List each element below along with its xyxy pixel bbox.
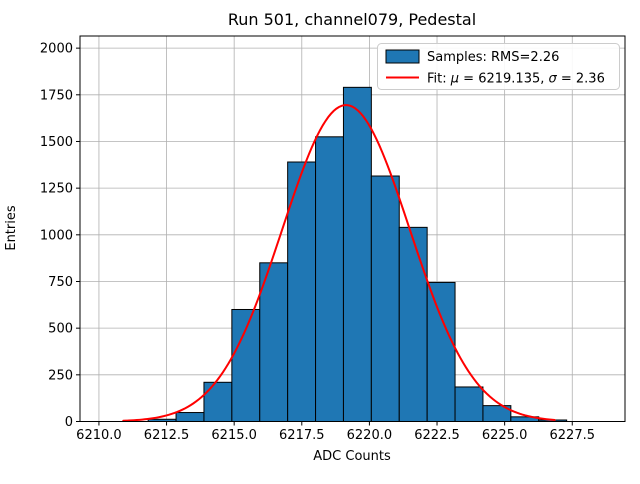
legend-fit-label-part: = 6219.135, [459,72,548,87]
legend-fit-label: Fit: μ = 6219.135, σ = 2.36 [427,72,605,87]
y-tick-label: 1750 [40,88,73,103]
histogram-bar [203,381,233,422]
legend-box [377,43,620,90]
y-tick-label: 250 [48,368,73,383]
y-tick-label: 1000 [40,228,73,243]
histogram-bar [454,386,484,423]
x-axis-label: ADC Counts [313,449,391,464]
y-tick-label: 750 [48,275,73,290]
legend-fit-label-part: Fit: [427,72,451,87]
histogram-bar [398,226,428,422]
x-axis-tick-labels: 6210.0 6212.5 6215.0 6217.5 6220.0 6222.5 6225… [76,428,595,443]
plot-border [79,35,626,422]
x-tick-label: 6227.5 [550,428,596,443]
legend: Samples: RMS=2.26 Fit: μ = 6219.135, σ =… [377,43,620,90]
legend-fit-mu-symbol: μ [450,72,459,87]
legend-samples-label: Samples: RMS=2.26 [427,50,559,65]
y-axis-label: Entries [4,205,19,251]
y-tick-label: 1250 [40,182,73,197]
x-tick-label: 6217.5 [279,428,325,443]
x-tick-label: 6222.5 [414,428,460,443]
x-tick-label: 6212.5 [144,428,190,443]
histogram-bar [175,412,205,422]
histogram-bar [426,281,456,422]
chart-title: Run 501, channel079, Pedestal [228,10,476,29]
y-tick-label: 2000 [40,42,73,57]
fit-curve [122,104,556,422]
x-tick-label: 6210.0 [76,428,122,443]
legend-samples-swatch [385,49,420,64]
histogram-bar [231,308,261,423]
histogram-bar [315,136,344,422]
y-axis-tick-labels: 0 250 500 750 1000 1250 1500 1750 2000 [40,42,73,430]
y-tick-label: 500 [48,322,73,337]
x-tick-label: 6215.0 [211,428,257,443]
histogram-bar [370,175,400,422]
x-tick-label: 6225.0 [482,428,528,443]
histogram-bar [287,161,317,422]
axis-ticks [76,47,573,426]
legend-fit-sigma-symbol: σ [549,72,558,87]
histogram-bar [342,86,372,422]
legend-fit-label-part: = 2.36 [557,72,605,87]
histogram-bar [259,262,289,422]
y-tick-label: 1500 [40,135,73,150]
y-tick-label: 0 [65,415,73,430]
x-tick-label: 6220.0 [347,428,393,443]
